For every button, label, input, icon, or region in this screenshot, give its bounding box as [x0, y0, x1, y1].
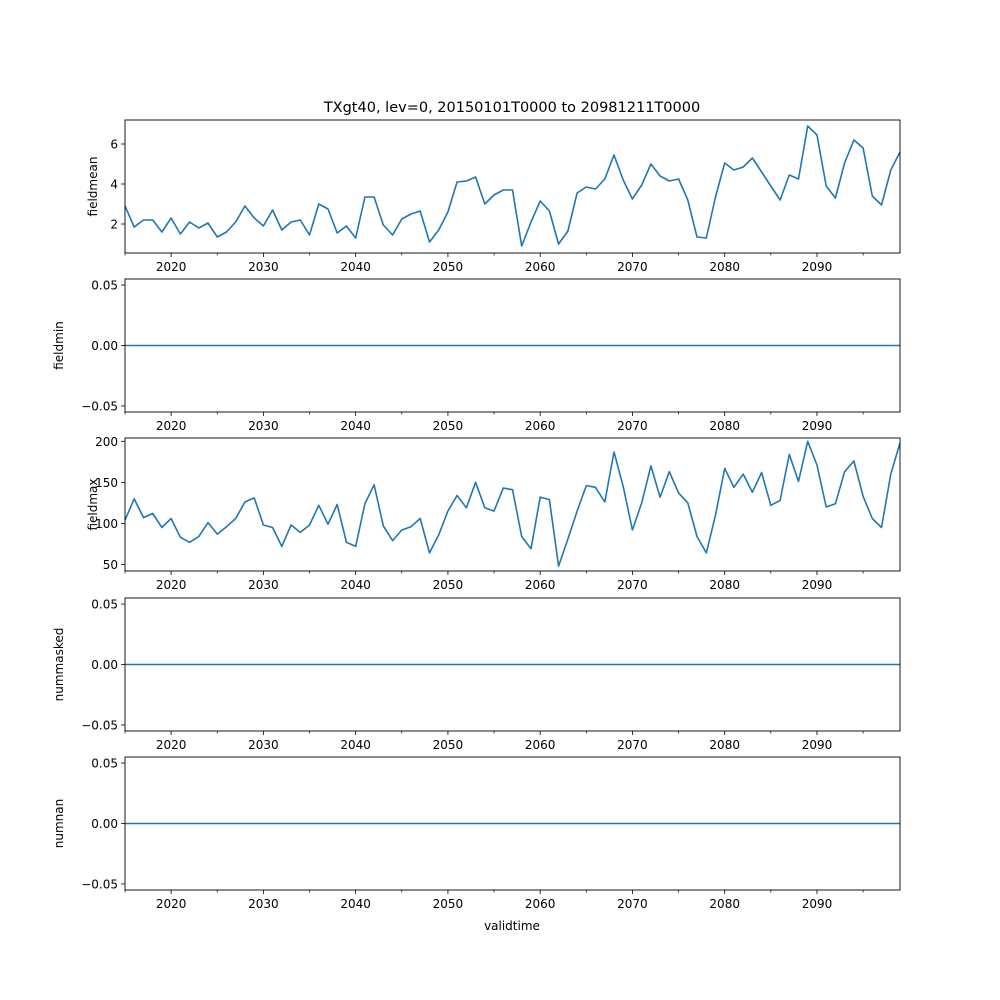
panel-numnan: 2020 2030 2040 2050 2060 2070 2080 2090 −0.05 0.0… [52, 757, 901, 911]
x-tick-label: 2080 [709, 419, 740, 433]
x-tick-label: 2020 [156, 578, 187, 592]
x-tick-label: 2080 [709, 738, 740, 752]
y-tick-label: 4 [110, 178, 118, 192]
x-tick-label: 2090 [802, 897, 833, 911]
y-axis-label-nummasked: nummasked [52, 628, 66, 702]
y-tick-label: 0.00 [91, 339, 118, 353]
x-tick-label: 2030 [248, 897, 279, 911]
y-axis-label-fieldmean: fieldmean [86, 157, 100, 217]
panel-fieldmin: 2020 2030 2040 2050 2060 2070 2080 2090 −0.05 0.0… [52, 279, 901, 433]
y-tick-label: 200 [95, 435, 118, 449]
x-tick-label: 2060 [525, 578, 556, 592]
x-tick-label: 2020 [156, 897, 187, 911]
x-tick-label: 2040 [340, 260, 371, 274]
series-line-fieldmax [124, 440, 901, 567]
panel-fieldmax: 2020 2030 2040 2050 2060 2070 2080 2090 50 100 150… [86, 435, 901, 592]
x-tick-label: 2040 [340, 738, 371, 752]
chart-title: TXgt40, lev=0, 20150101T0000 to 20981211… [323, 100, 700, 116]
axes-frame [124, 437, 901, 572]
y-tick-label: 150 [95, 476, 118, 490]
panel-fieldmean: 2020 2030 2040 2050 2060 2070 2080 2090 2 4 6 field… [86, 119, 901, 274]
x-tick-label: 2070 [617, 578, 648, 592]
x-tick-label: 2030 [248, 738, 279, 752]
x-tick-label: 2020 [156, 738, 187, 752]
y-tick-label: 0.05 [91, 598, 118, 612]
chart-panels: 2020 2030 2040 2050 2060 2070 2080 2090 2 4 6 field… [52, 119, 901, 911]
x-tick-label: 2060 [525, 260, 556, 274]
x-tick-label: 2030 [248, 419, 279, 433]
x-tick-label: 2080 [709, 897, 740, 911]
x-tick-label: 2090 [802, 419, 833, 433]
x-tick-label: 2090 [802, 738, 833, 752]
y-tick-label: −0.05 [81, 718, 118, 732]
x-tick-label: 2040 [340, 897, 371, 911]
x-tick-label: 2070 [617, 260, 648, 274]
y-tick-label: −0.05 [81, 399, 118, 413]
y-tick-label: 0.05 [91, 279, 118, 293]
x-tick-label: 2020 [156, 419, 187, 433]
x-tick-label: 2030 [248, 260, 279, 274]
x-axis-label: validtime [484, 919, 540, 933]
x-tick-label: 2050 [433, 897, 464, 911]
x-tick-label: 2060 [525, 897, 556, 911]
x-tick-label: 2040 [340, 578, 371, 592]
x-tick-label: 2050 [433, 260, 464, 274]
x-tick-label: 2060 [525, 738, 556, 752]
series-line-fieldmean [124, 125, 901, 247]
y-tick-label: 2 [110, 218, 118, 232]
panel-nummasked: 2020 2030 2040 2050 2060 2070 2080 2090 −0.05 0.0… [52, 598, 901, 752]
x-tick-label: 2090 [802, 578, 833, 592]
x-tick-label: 2030 [248, 578, 279, 592]
y-tick-label: 0.00 [91, 658, 118, 672]
x-tick-label: 2090 [802, 260, 833, 274]
y-tick-label: 6 [110, 138, 118, 152]
x-tick-label: 2050 [433, 419, 464, 433]
y-tick-label: 0.00 [91, 817, 118, 831]
x-tick-label: 2050 [433, 738, 464, 752]
x-tick-label: 2060 [525, 419, 556, 433]
x-tick-label: 2070 [617, 897, 648, 911]
x-tick-label: 2040 [340, 419, 371, 433]
y-tick-label: 100 [95, 517, 118, 531]
axes-frame [124, 119, 901, 254]
y-tick-label: 0.05 [91, 757, 118, 771]
y-axis-label-numnan: numnan [52, 799, 66, 848]
y-tick-label: −0.05 [81, 877, 118, 891]
x-tick-label: 2070 [617, 419, 648, 433]
y-axis-label-fieldmax: fieldmax [86, 478, 100, 530]
x-tick-label: 2070 [617, 738, 648, 752]
y-axis-label-fieldmin: fieldmin [52, 321, 66, 370]
x-tick-label: 2080 [709, 578, 740, 592]
x-tick-label: 2020 [156, 260, 187, 274]
y-tick-label: 50 [103, 558, 118, 572]
x-tick-label: 2080 [709, 260, 740, 274]
x-tick-label: 2050 [433, 578, 464, 592]
